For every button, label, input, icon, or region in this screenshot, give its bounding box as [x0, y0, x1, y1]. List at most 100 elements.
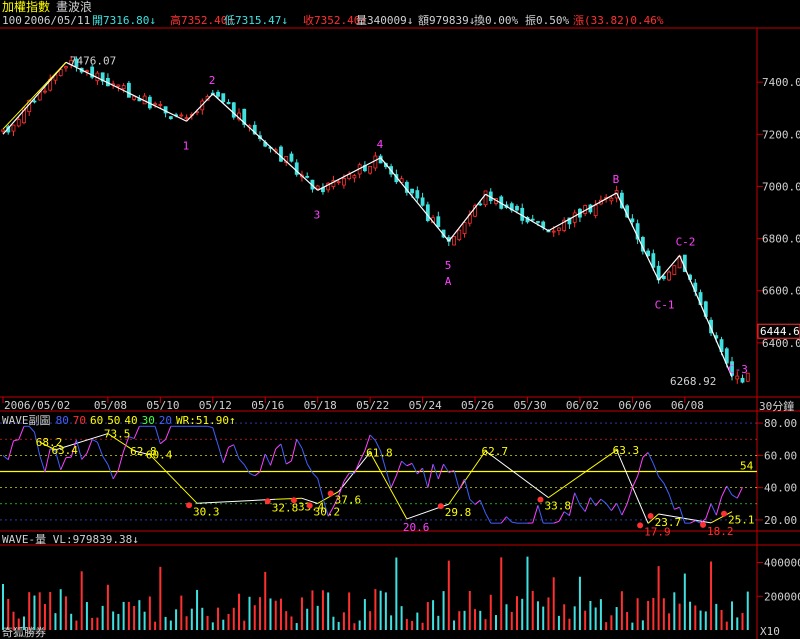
candle-body	[231, 102, 236, 118]
indicator-wave	[506, 516, 513, 523]
indicator-wave	[411, 463, 418, 475]
indicator-wave	[390, 475, 397, 488]
candle-body	[462, 222, 467, 234]
indicator-wave	[18, 426, 25, 440]
indicator-wave	[312, 472, 319, 479]
indicator-axis-label: 80.00	[764, 417, 797, 430]
indicator-wave	[117, 450, 125, 471]
indicator-wave	[107, 464, 114, 480]
high-label: 高7352.40↑	[170, 13, 234, 27]
indicator-marker	[537, 496, 544, 503]
candle-body	[11, 124, 16, 132]
candle-body	[221, 93, 226, 103]
indicator-marker	[186, 502, 193, 509]
indicator-value-label: 23.7	[655, 516, 682, 529]
candle-body	[16, 119, 21, 127]
indicator-zigzag	[107, 433, 135, 452]
indicator-wave	[453, 470, 460, 490]
candle-body	[368, 165, 373, 174]
indicator-wave	[338, 481, 345, 497]
indicator-marker	[327, 490, 334, 497]
indicator-wave	[28, 425, 35, 433]
indicator-zigzag	[338, 452, 371, 492]
indicator-value-label: 18.2	[707, 525, 734, 538]
candle-body	[90, 66, 95, 78]
indicator-wave	[589, 497, 597, 506]
indicator-wave	[60, 457, 67, 470]
indicator-wave	[86, 439, 93, 454]
candle-body	[158, 104, 163, 106]
indicator-wave	[605, 503, 612, 511]
indicator-legend-item: 80	[56, 414, 69, 427]
indicator-wave	[469, 498, 476, 505]
wave-label: C-3	[728, 363, 748, 376]
indicator-wave	[54, 451, 62, 470]
indicator-wave	[317, 478, 324, 499]
candle-body	[457, 229, 462, 241]
candle-body	[336, 181, 341, 184]
candle-body	[352, 175, 357, 179]
wave-label: 1	[183, 139, 190, 152]
indicator-legend-item: 70	[73, 414, 86, 427]
indicator-marker	[264, 498, 271, 505]
wave-label: 4	[377, 138, 384, 151]
candle-body	[551, 230, 556, 233]
candle-body	[515, 205, 519, 211]
date-label: 05/30	[513, 399, 546, 412]
indicator-wave	[626, 487, 633, 504]
indicator-wave	[422, 468, 429, 488]
indicator-wave	[705, 503, 712, 519]
indicator-legend-item: 30	[142, 414, 155, 427]
candle-body	[530, 218, 535, 221]
indicator-wave	[39, 455, 46, 473]
indicator-marker	[700, 521, 707, 528]
price-annotation: 6268.92	[670, 375, 716, 388]
indicator-wave	[160, 439, 166, 445]
indicator-wave	[679, 507, 686, 524]
wave-segment	[317, 157, 381, 191]
candle-body	[536, 221, 540, 223]
indicator-legend-item: 50	[107, 414, 120, 427]
indicator-wave	[327, 506, 334, 517]
indicator-wave	[558, 511, 565, 522]
indicator-wave	[485, 512, 492, 524]
date-label: 05/16	[251, 399, 284, 412]
indicator-wave	[584, 497, 591, 512]
candle-body	[305, 175, 310, 178]
indicator-level-label: 54	[740, 460, 754, 473]
wave-segment	[448, 193, 486, 242]
date-label: 05/24	[409, 399, 442, 412]
candle-body	[100, 72, 105, 82]
date-label: 2006/05/11	[24, 14, 90, 27]
indicator-legend-item: WR:51.90↑	[176, 414, 236, 427]
candle-body	[436, 216, 441, 228]
indicator-wave	[668, 494, 675, 510]
indicator-wave	[380, 451, 387, 470]
indicator-wave	[133, 426, 140, 439]
wave-segment	[548, 192, 617, 232]
candle-body	[651, 253, 656, 268]
candle-body	[85, 70, 89, 73]
indicator-wave	[474, 499, 481, 505]
candle-body	[252, 124, 257, 135]
indicator-zigzag	[55, 433, 109, 451]
indicator-wave	[102, 455, 109, 465]
indicator-wave	[395, 460, 403, 476]
indicator-zigzag	[149, 454, 198, 504]
indicator-zigzag	[710, 511, 733, 524]
indicator-wave	[621, 503, 628, 516]
indicator-marker	[637, 522, 644, 529]
open-label: 開7316.80↓	[92, 14, 156, 27]
indicator-marker	[306, 502, 313, 509]
date-label: 05/22	[356, 399, 389, 412]
indicator-wave	[275, 443, 282, 450]
candle-body	[342, 178, 346, 186]
trend-line	[2, 61, 67, 130]
volume-bars	[2, 556, 749, 630]
indicator-value-label: 61.8	[366, 446, 393, 459]
interval-label[interactable]: 30分鐘	[759, 399, 794, 413]
indicator-zigzag	[133, 450, 150, 456]
indicator-wave	[731, 494, 738, 499]
indicator-wave	[401, 460, 408, 467]
